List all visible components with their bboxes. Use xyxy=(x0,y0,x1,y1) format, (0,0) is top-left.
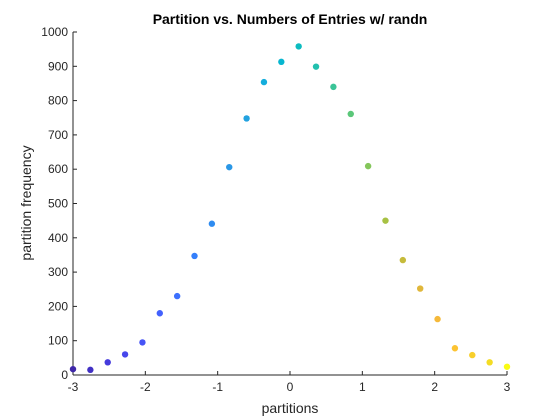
y-tick-label: 300 xyxy=(48,265,68,279)
data-point xyxy=(382,217,389,224)
chart-title: Partition vs. Numbers of Entries w/ rand… xyxy=(153,11,428,27)
data-point xyxy=(469,351,476,359)
y-tick-label: 500 xyxy=(48,197,68,211)
data-point xyxy=(243,115,250,122)
y-tick-label: 100 xyxy=(48,334,68,348)
data-point xyxy=(503,363,511,370)
x-tick-label: -1 xyxy=(212,380,223,394)
y-axis-label: partition frequency xyxy=(18,145,34,260)
x-tick-label: 1 xyxy=(359,380,366,394)
y-tick-label: 800 xyxy=(48,94,68,108)
data-point xyxy=(295,43,302,50)
x-tick-label: -2 xyxy=(140,380,151,394)
data-point xyxy=(330,83,337,91)
y-tick-label: 200 xyxy=(48,299,68,313)
data-point xyxy=(173,292,181,300)
data-point xyxy=(208,220,216,227)
axes xyxy=(72,32,507,376)
x-tick-label: 3 xyxy=(504,380,511,394)
y-tick-label: 900 xyxy=(48,59,68,73)
y-tick-label: 400 xyxy=(48,231,68,245)
data-point xyxy=(434,315,441,323)
y-tick-label: 1000 xyxy=(41,25,68,39)
x-tick-label: 0 xyxy=(287,380,294,394)
x-axis-ticks: -3 -2 -1 0 1 2 3 xyxy=(68,371,511,394)
data-point xyxy=(451,345,459,352)
data-point xyxy=(191,252,198,260)
data-point xyxy=(226,163,233,171)
y-tick-label: 700 xyxy=(48,128,68,142)
data-point xyxy=(486,359,493,366)
data-point xyxy=(121,351,129,358)
data-point xyxy=(399,256,407,264)
data-point xyxy=(364,162,372,170)
data-point xyxy=(417,285,424,292)
y-tick-label: 0 xyxy=(61,368,68,382)
x-tick-label: -3 xyxy=(68,380,79,394)
data-point xyxy=(312,63,320,70)
x-axis-label: partitions xyxy=(262,400,319,416)
y-tick-label: 600 xyxy=(48,162,68,176)
data-point xyxy=(156,310,163,317)
data-points xyxy=(69,43,511,374)
data-point xyxy=(69,365,77,373)
data-point xyxy=(104,359,111,366)
data-point xyxy=(139,339,146,346)
data-point xyxy=(260,78,268,86)
data-point xyxy=(347,110,354,118)
x-tick-label: 2 xyxy=(431,380,438,394)
y-axis-ticks: 0 100 200 300 400 500 600 700 800 900 1000 xyxy=(41,25,77,382)
data-point xyxy=(87,366,94,374)
data-point xyxy=(278,58,285,66)
